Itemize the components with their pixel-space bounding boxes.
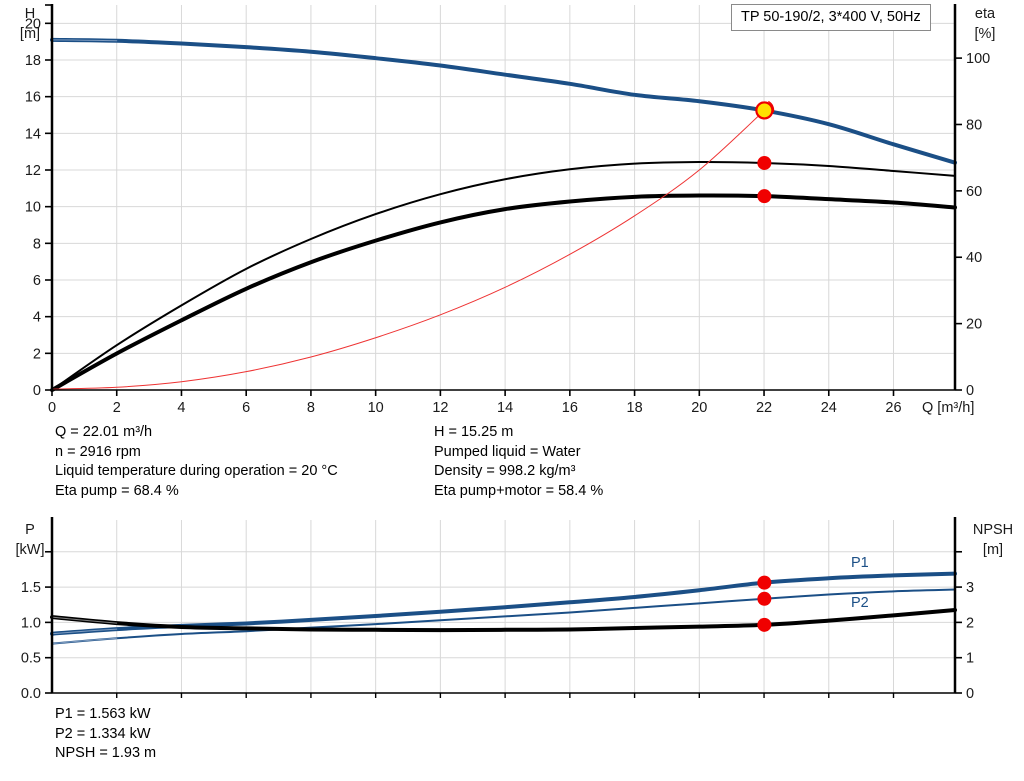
y-tick-label-left: 1.5	[21, 580, 41, 596]
y-tick-label-right: 100	[966, 51, 990, 67]
y-tick-label-left: 0.5	[21, 651, 41, 667]
x-tick-label: 22	[756, 400, 772, 415]
y-axis-right-title-line2: [m]	[983, 542, 1003, 558]
y-tick-label-right: 40	[966, 250, 982, 266]
y-axis-left-title-line2: [kW]	[16, 542, 45, 558]
series-p2	[51, 588, 956, 645]
duty-text-left: Q = 22.01 m³/h n = 2916 rpm Liquid tempe…	[55, 423, 338, 501]
series-eta-pump-motor	[50, 193, 957, 392]
y-tick-label-left: 0	[33, 383, 41, 399]
x-tick-label: 8	[307, 400, 315, 415]
y-tick-label-left: 20	[25, 16, 41, 32]
y-tick-label-right: 3	[966, 580, 974, 596]
duty-line-h: H = 15.25 m	[434, 424, 514, 440]
y-tick-label-right: 0	[966, 686, 974, 702]
y-tick-label-right: 80	[966, 117, 982, 133]
series-p2-thin-extension	[51, 637, 118, 645]
duty-line-temp: Liquid temperature during operation = 20…	[55, 463, 338, 479]
duty-point-marker[interactable]	[755, 101, 774, 120]
y-axis-right-title-line1: NPSH	[973, 522, 1013, 538]
y-tick-label-left: 2	[33, 346, 41, 362]
x-tick-label: 4	[177, 400, 185, 415]
series-p1	[50, 571, 957, 636]
x-tick-label: 16	[562, 400, 578, 415]
x-tick-label: 12	[432, 400, 448, 415]
y-tick-label-left: 12	[25, 163, 41, 179]
y-tick-label-left: 1.0	[21, 615, 41, 631]
x-tick-label: 24	[821, 400, 837, 415]
power-line-p1: P1 = 1.563 kW	[55, 706, 151, 722]
series-system-curve	[51, 109, 765, 390]
power-line-npsh: NPSH = 1.93 m	[55, 745, 157, 761]
y-axis-left-title-line1: H	[25, 6, 35, 22]
pump-title-box: TP 50-190/2, 3*400 V, 50Hz	[731, 4, 931, 31]
npsh-duty-point-marker[interactable]	[757, 617, 772, 632]
y-tick-label-right: 0	[966, 383, 974, 399]
power-line-p2: P2 = 1.334 kW	[55, 725, 151, 742]
y-axis-left-title-line1: P	[25, 522, 35, 538]
p2-duty-point-marker[interactable]	[757, 591, 772, 606]
y-axis-left-title-line2: [m]	[20, 26, 40, 42]
y-axis-right-title-line1: eta	[975, 6, 996, 22]
pump-title-text: TP 50-190/2, 3*400 V, 50Hz	[741, 9, 921, 25]
duty-line-eta-pump: Eta pump = 68.4 %	[55, 482, 179, 499]
y-tick-label-right: 20	[966, 317, 982, 333]
power-npsh-chart: 0.0 0.5 1.0 1.5 0 1 2 3 P [kW] NPSH [m] P1 P2	[16, 517, 1013, 702]
x-tick-label: 20	[691, 400, 707, 415]
y-tick-label-left: 8	[33, 236, 41, 252]
duty-line-density: Density = 998.2 kg/m³	[434, 463, 576, 479]
duty-line-n: n = 2916 rpm	[55, 443, 141, 460]
y-tick-label-right: 1	[966, 651, 974, 667]
duty-line-liquid: Pumped liquid = Water	[434, 443, 581, 460]
series-label-p1: P1	[851, 555, 869, 571]
y-tick-label-left: 16	[25, 90, 41, 106]
x-tick-label: 26	[885, 400, 901, 415]
series-p1-thin-extension	[51, 628, 118, 635]
x-tick-label: 6	[242, 400, 250, 415]
y-tick-label-left: 0.0	[21, 686, 41, 702]
series-npsh-thin-extension	[51, 616, 118, 624]
y-tick-label-left: 18	[25, 53, 41, 69]
y-tick-label-right: 2	[966, 615, 974, 631]
series-label-p2: P2	[851, 595, 869, 611]
x-tick-label: 18	[627, 400, 643, 415]
x-tick-label: 14	[497, 400, 513, 415]
eta-pump-motor-point-marker[interactable]	[757, 189, 772, 204]
y-axis-right-title-line2: [%]	[975, 26, 996, 42]
y-tick-label-left: 6	[33, 273, 41, 289]
x-tick-label: 0	[48, 400, 56, 415]
y-tick-label-left: 4	[33, 310, 41, 326]
eta-pump-point-marker[interactable]	[757, 155, 772, 170]
duty-line-eta-pump-motor: Eta pump+motor = 58.4 %	[434, 482, 604, 499]
duty-point-arc	[768, 100, 775, 113]
series-eta-pump	[51, 160, 956, 391]
power-text-block: P1 = 1.563 kW P2 = 1.334 kW NPSH = 1.93 …	[55, 705, 156, 764]
x-axis-title: Q [m³/h]	[922, 400, 974, 415]
series-h-head	[50, 37, 957, 165]
duty-text-right: H = 15.25 m Pumped liquid = Water Densit…	[434, 423, 603, 501]
series-npsh	[50, 608, 957, 633]
x-tick-label: 2	[113, 400, 121, 415]
p1-duty-point-marker[interactable]	[757, 575, 772, 590]
y-tick-label-right: 60	[966, 184, 982, 200]
x-tick-label: 10	[368, 400, 384, 415]
bottom-chart-group: 0.0 0.5 1.0 1.5 0 1 2 3 P [kW] NPSH [m] P1 P2	[16, 517, 1013, 702]
y-tick-label-left: 14	[25, 126, 41, 142]
series-h-thin-extension	[51, 39, 118, 42]
y-tick-label-left: 10	[25, 200, 41, 216]
duty-line-q: Q = 22.01 m³/h	[55, 424, 153, 440]
